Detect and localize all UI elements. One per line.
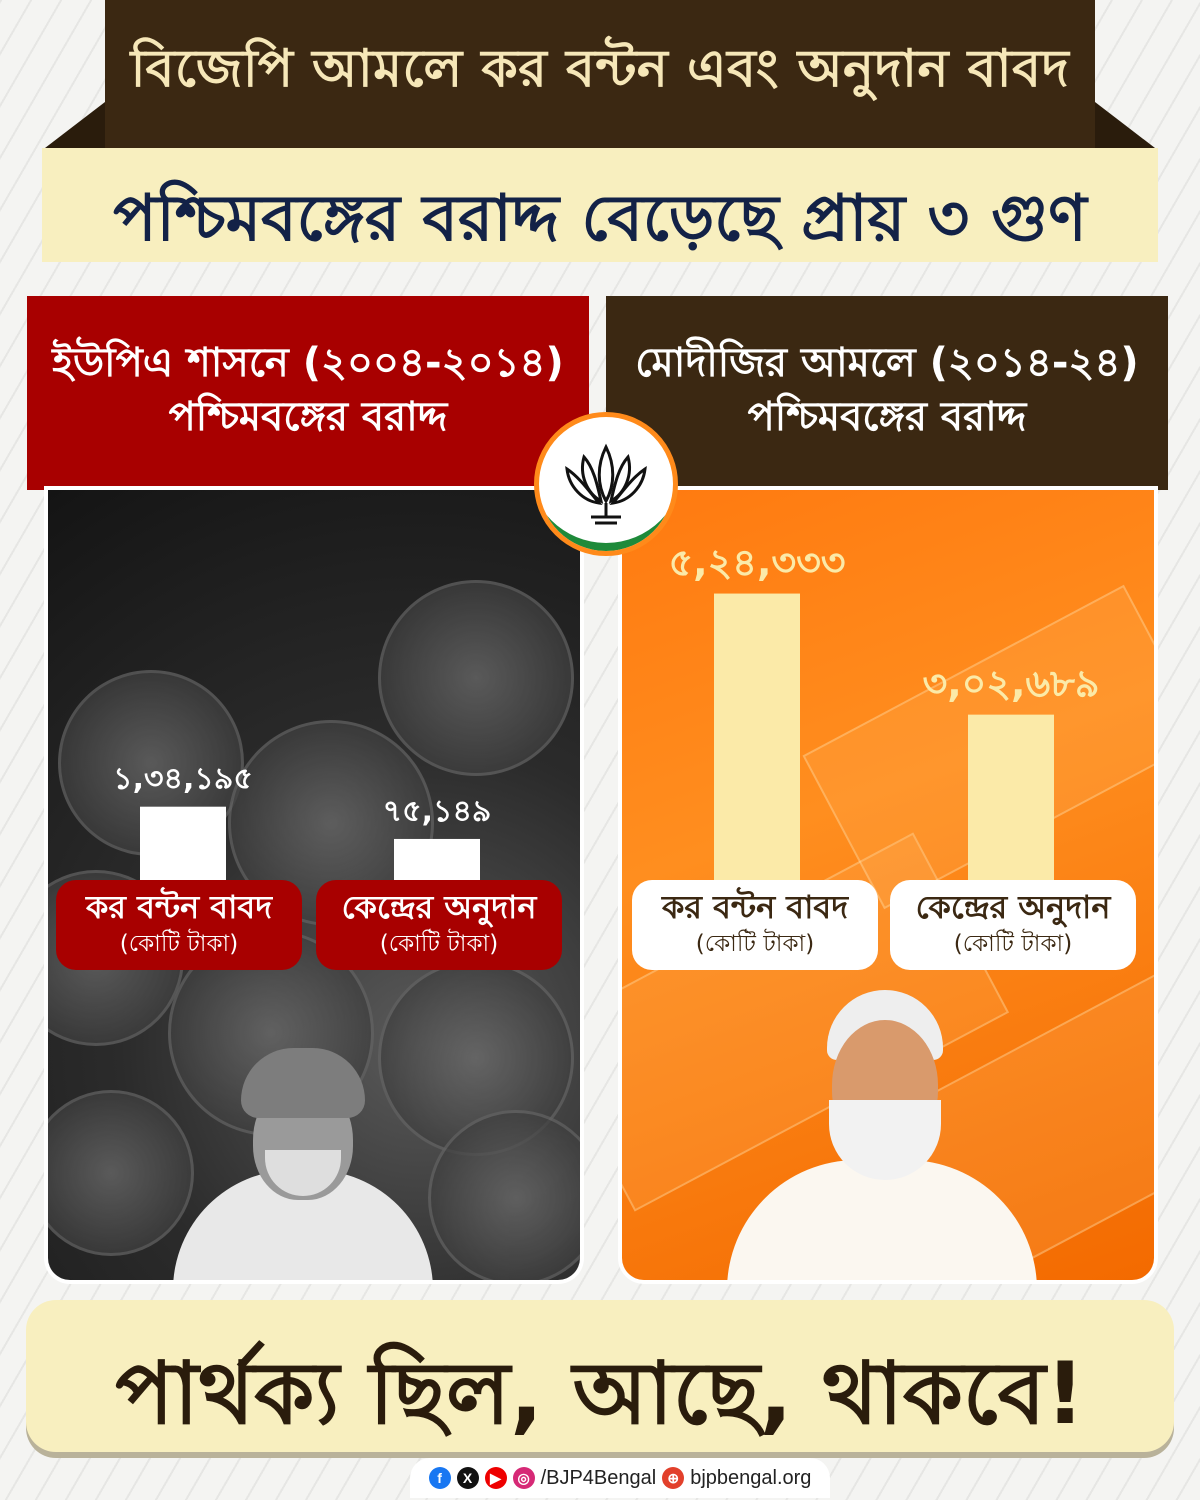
upa-category-tax-devolution: কর বন্টন বাবদ (কোটি টাকা) [56,880,302,970]
upa-bar-value-label: ১,৩৪,১৯৫ [113,762,253,797]
website-link[interactable]: bjpbengal.org [690,1466,812,1489]
globe-icon[interactable]: ⊕ [662,1467,685,1489]
upa-bar-value-label: ৭৫,১৪৯ [383,794,492,829]
modi-bar-value-label: ৩,০২,৬৮৯ [922,662,1099,706]
category-label: কেন্দ্রের অনুদান [341,888,537,926]
upa-header-line1: ইউপিএ শাসনে (২০০৪-২০১৪) [52,340,564,386]
social-handle[interactable]: /BJP4Bengal [540,1466,657,1489]
narendra-modi-portrait [717,990,1047,1280]
modi-bar-chart: ৫,২৪,৩৩৩ ৩,০২,৬৮৯ [668,541,1100,880]
coin-decoration [378,580,574,776]
unit-label: (কোটি টাকা) [953,931,1073,957]
tagline-box: পার্থক্য ছিল, আছে, থাকবে! [26,1300,1174,1452]
bjp-lotus-logo [534,412,678,556]
coin-decoration [48,1090,194,1256]
ribbon-fold-right [1095,102,1155,148]
unit-label: (কোটি টাকা) [379,931,499,957]
category-label: কর বন্টন বাবদ [661,888,849,926]
upa-bar-1 [140,806,226,880]
modi-panel-header: মোদীজির আমলে (২০১৪-২৪) পশ্চিমবঙ্গের বরাদ… [606,296,1168,490]
upa-bar-2 [394,838,480,880]
lotus-icon [565,443,647,525]
modi-category-tax-devolution: কর বন্টন বাবদ (কোটি টাকা) [632,880,878,970]
modi-bar-value-label: ৫,২৪,৩৩৩ [668,541,845,585]
coin-decoration [428,1110,580,1280]
facebook-icon[interactable]: f [428,1467,451,1489]
upa-panel-header: ইউপিএ শাসনে (২০০৪-২০১৪) পশ্চিমবঙ্গের বরা… [27,296,589,490]
manmohan-singh-portrait [153,1020,453,1280]
ribbon-fold-left [45,102,105,148]
x-icon[interactable]: X [456,1467,479,1489]
upa-header-line2: পশ্চিমবঙ্গের বরাদ্দ [168,394,448,440]
title-band: বিজেপি আমলে কর বন্টন এবং অনুদান বাবদ [45,0,1155,149]
upa-category-central-grant: কেন্দ্রের অনুদান (কোটি টাকা) [316,880,562,970]
modi-bar-2 [968,714,1054,880]
unit-label: (কোটি টাকা) [695,931,815,957]
upa-bar-chart: ১,৩৪,১৯৫ ৭৫,১৪৯ [113,762,492,880]
upa-chart-panel: ১,৩৪,১৯৫ ৭৫,১৪৯ কর বন্টন বাবদ (কোটি টাকা)… [48,490,580,1280]
subtitle-band: পশ্চিমবঙ্গের বরাদ্দ বেড়েছে প্রায় ৩ গুণ [42,148,1158,262]
instagram-icon[interactable]: ◎ [512,1467,535,1489]
modi-header-line1: মোদীজির আমলে (২০১৪-২৪) [635,340,1139,386]
modi-bar-1 [714,593,800,880]
page-subtitle: পশ্চিমবঙ্গের বরাদ্দ বেড়েছে প্রায় ৩ গুণ [113,182,1087,256]
category-label: কর বন্টন বাবদ [85,888,273,926]
portrait-turban [241,1048,365,1118]
modi-header-line2: পশ্চিমবঙ্গের বরাদ্দ [747,394,1027,440]
social-footer: f X ▶ ◎ /BJP4Bengal ⊕ bjpbengal.org [410,1458,830,1498]
modi-chart-panel: ৫,২৪,৩৩৩ ৩,০২,৬৮৯ কর বন্টন বাবদ (কোটি টাক… [622,490,1154,1280]
category-label: কেন্দ্রের অনুদান [915,888,1111,926]
youtube-icon[interactable]: ▶ [484,1467,507,1489]
modi-category-central-grant: কেন্দ্রের অনুদান (কোটি টাকা) [890,880,1136,970]
tagline-text: পার্থক্য ছিল, আছে, থাকবে! [115,1344,1085,1444]
page-title: বিজেপি আমলে কর বন্টন এবং অনুদান বাবদ [130,39,1070,99]
unit-label: (কোটি টাকা) [119,931,239,957]
